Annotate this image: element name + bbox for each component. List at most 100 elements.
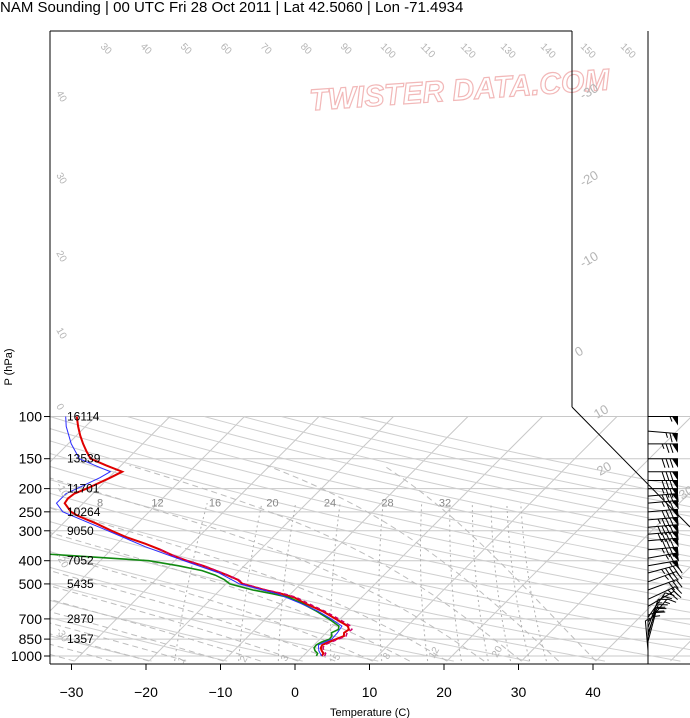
barb-full — [654, 610, 665, 613]
mixing-ratio-line — [174, 503, 208, 662]
barb-full — [673, 590, 682, 598]
top-isoline-label: 160 — [618, 41, 638, 61]
barb-half — [669, 561, 673, 567]
barb-flag — [671, 552, 680, 562]
chart-title: NAM Sounding | 00 UTC Fri 28 Oct 2011 | … — [0, 0, 464, 16]
dry-adiabat-line — [165, 416, 690, 537]
isotherm-edge-label: 10 — [591, 401, 611, 421]
barb-flag — [672, 471, 678, 481]
barb-flag — [672, 416, 678, 426]
barb-flag — [672, 443, 678, 453]
isotherm-edge-label: -10 — [577, 248, 601, 270]
mixing-ratio-line — [490, 503, 512, 662]
barb-flag — [671, 433, 678, 443]
barb-full — [661, 525, 667, 535]
mixing-ratio-top-label: 28 — [381, 498, 393, 510]
dry-adiabat-line — [50, 452, 690, 602]
wind-barb — [647, 571, 683, 583]
top-isoline-label: 100 — [378, 41, 398, 61]
isotherm-line — [223, 416, 469, 662]
wet-bulb-label: 20 — [53, 249, 68, 265]
barb-full — [676, 564, 683, 574]
barb-half — [657, 518, 661, 524]
wet-bulb-label: 40 — [53, 89, 68, 105]
barb-half — [664, 575, 669, 581]
barb-full — [657, 526, 663, 536]
barb-half — [661, 494, 665, 500]
moist-adiabat-line — [50, 585, 299, 662]
barb-full — [665, 443, 670, 453]
isotherm-line — [521, 491, 690, 662]
series-temperature — [63, 416, 351, 657]
barb-full — [661, 458, 666, 468]
barb-shaft — [647, 564, 678, 574]
isotherm-line — [670, 640, 690, 662]
watermark: TWISTER DATA.COM — [308, 63, 612, 118]
isotherm-edge-label: 30 — [676, 482, 690, 502]
x-tick-label: 0 — [291, 684, 299, 700]
barb-half — [661, 443, 665, 450]
dry-adiabat-line — [50, 583, 379, 662]
isotherm-edge-label: 0 — [572, 343, 586, 360]
barb-half — [665, 554, 669, 560]
barb-full — [665, 494, 671, 504]
barb-full — [669, 432, 673, 443]
barb-full — [655, 611, 666, 614]
moist-adiabat-line — [50, 532, 410, 662]
mixing-ratio-line — [277, 503, 297, 662]
wind-barb — [648, 480, 678, 490]
moist-adiabat-line — [50, 552, 373, 662]
height-label: 5435 — [67, 577, 94, 591]
barb-full — [669, 488, 674, 498]
isotherm-line — [148, 416, 394, 662]
x-tick-label: 30 — [511, 684, 527, 700]
dry-adiabat-line — [242, 416, 690, 517]
moist-adiabat-line — [50, 570, 336, 662]
mixing-ratio-bottom-label: 3 — [279, 653, 292, 664]
mixing-ratio-bottom-label: 12 — [427, 645, 442, 661]
barb-full — [669, 471, 674, 481]
barb-shaft — [647, 571, 677, 583]
barb-full — [661, 471, 666, 481]
barb-full — [669, 538, 675, 548]
barb-flag — [671, 560, 680, 570]
barb-full — [665, 592, 675, 597]
background-grid — [50, 416, 690, 662]
y-tick-label: 100 — [19, 409, 43, 425]
mixing-ratio-line — [520, 503, 547, 662]
barb-flag — [671, 509, 679, 519]
mixing-ratio-top-label: 16 — [209, 498, 221, 510]
barb-full — [665, 532, 671, 542]
barb-half — [661, 501, 665, 507]
wind-barb — [647, 524, 679, 536]
barb-full — [669, 480, 674, 490]
moist-adiabat-line — [50, 611, 224, 662]
dry-adiabat-line — [50, 551, 530, 662]
barb-full — [675, 579, 683, 588]
moist-adiabat-line — [383, 464, 597, 662]
wind-barb — [647, 611, 666, 642]
top-isoline-label: 80 — [298, 41, 314, 57]
mixing-ratio-line — [330, 503, 341, 662]
barb-shaft — [647, 612, 657, 642]
height-label: 16114 — [67, 410, 100, 424]
mixing-ratio-line — [378, 503, 384, 662]
barb-full — [655, 606, 666, 609]
wind-barb — [648, 416, 678, 426]
mixing-ratio-line — [419, 503, 429, 662]
barb-full — [647, 611, 658, 616]
isotherm-line — [372, 416, 618, 662]
y-tick-label: 850 — [19, 631, 43, 647]
wet-bulb-label: 10 — [53, 326, 68, 342]
dry-adiabat-line — [50, 521, 681, 662]
wind-barb — [648, 458, 678, 468]
barb-flag — [671, 500, 679, 510]
moist-adiabat-line — [266, 464, 560, 662]
moist-adiabat-line — [50, 507, 448, 662]
barb-full — [665, 525, 671, 535]
mixing-ratio-line — [449, 503, 462, 662]
dry-adiabat-line — [88, 416, 690, 557]
mixing-ratio-line — [471, 503, 489, 662]
wet-bulb-label: 30 — [53, 171, 68, 187]
